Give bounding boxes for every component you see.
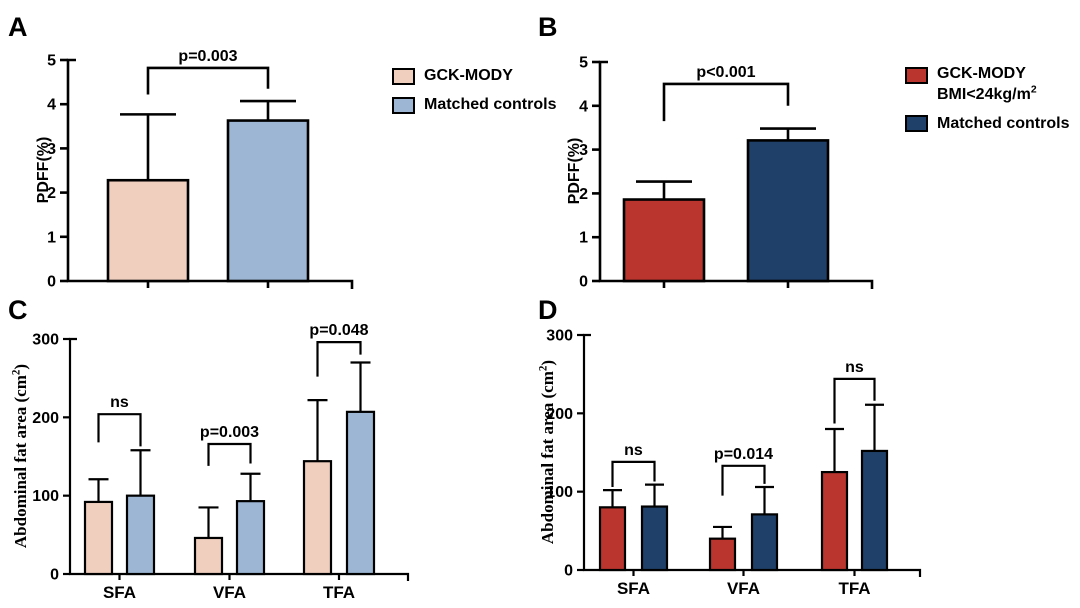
legend-item-gck-mody: GCK-MODY bbox=[392, 66, 556, 87]
chart-text: 0 bbox=[579, 274, 588, 291]
chart-text: SFA bbox=[617, 579, 650, 598]
legend-panel-b: GCK-MODY BMI<24kg/m2 Matched controls bbox=[905, 64, 1069, 134]
legend-label-line1: GCK-MODY bbox=[937, 65, 1026, 82]
bar bbox=[708, 537, 737, 572]
legend-label-matched-controls-b: Matched controls bbox=[937, 114, 1070, 132]
chart-text: 300 bbox=[32, 332, 59, 349]
chart-text: p=0.003 bbox=[178, 48, 237, 65]
bar bbox=[860, 449, 889, 572]
bar bbox=[622, 198, 706, 283]
panel-label-b: B bbox=[538, 12, 558, 42]
legend-swatch-matched-controls-b bbox=[905, 115, 928, 133]
chart-text: ns bbox=[624, 442, 643, 459]
significance-bracket bbox=[833, 377, 876, 424]
panel-label-c: C bbox=[8, 295, 28, 325]
legend-label-gck-mody-bmi: GCK-MODY BMI<24kg/m2 bbox=[937, 64, 1037, 106]
significance-bracket bbox=[611, 460, 656, 487]
bar bbox=[750, 513, 779, 572]
chart-text: p=0.003 bbox=[200, 424, 259, 441]
chart-text: TFA bbox=[323, 583, 355, 602]
chart-text: 0 bbox=[50, 567, 59, 584]
significance-bracket bbox=[97, 413, 142, 447]
legend-swatch-matched-controls bbox=[392, 96, 415, 114]
panel-label-d: D bbox=[538, 295, 558, 325]
bar bbox=[193, 536, 224, 576]
chart-text: 100 bbox=[32, 488, 59, 505]
chart-text: 5 bbox=[47, 53, 56, 70]
chart-text: 1 bbox=[579, 230, 588, 247]
panel-c-y-axis-title: Abdominal fat area (cm2) bbox=[10, 363, 31, 549]
panel-b-chart: 0 1 2 3 4 5 p<0.001 bbox=[579, 55, 874, 291]
legend-panel-a: GCK-MODY Matched controls bbox=[392, 66, 556, 116]
panel-d-y-axis-title-close: ) bbox=[538, 359, 557, 366]
significance-bracket bbox=[146, 66, 270, 95]
bar bbox=[83, 500, 114, 576]
panel-b-y-axis-title: PDFF(%) bbox=[566, 137, 583, 205]
bar bbox=[125, 494, 156, 576]
chart-text: 1 bbox=[47, 229, 56, 246]
chart-text: p=0.048 bbox=[309, 322, 368, 339]
significance-bracket bbox=[207, 442, 252, 466]
chart-text: 0 bbox=[47, 274, 56, 291]
chart-text: ns bbox=[110, 394, 129, 411]
significance-bracket bbox=[316, 341, 362, 377]
panel-d-y-axis-title-superscript: 2 bbox=[537, 365, 550, 372]
legend-item-matched-controls: Matched controls bbox=[392, 95, 556, 116]
significance-bracket bbox=[721, 464, 766, 496]
panel-c-chart: 0 100 200 300 SFA VFA TFA ns p=0.003 p=0.048 bbox=[32, 322, 410, 602]
chart-text: 2 bbox=[579, 186, 588, 203]
bar bbox=[106, 178, 190, 283]
panel-c-y-axis-title-close: ) bbox=[11, 363, 30, 370]
bar bbox=[302, 460, 333, 576]
panel-d-chart: 0 100 200 300 SFA VFA TFA ns p=0.014 ns bbox=[546, 328, 922, 598]
bar bbox=[226, 119, 310, 283]
chart-text: 2 bbox=[47, 185, 56, 202]
chart-text: p=0.014 bbox=[714, 446, 773, 463]
chart-text: SFA bbox=[103, 583, 136, 602]
chart-text: 100 bbox=[546, 484, 573, 501]
chart-text: 200 bbox=[32, 410, 59, 427]
bar bbox=[345, 410, 376, 576]
significance-bracket bbox=[662, 82, 790, 122]
chart-text: p<0.001 bbox=[696, 64, 755, 81]
chart-text: TFA bbox=[838, 579, 870, 598]
legend-label-line2: BMI<24kg/m bbox=[937, 85, 1031, 103]
chart-text: 3 bbox=[47, 141, 56, 158]
legend-label-gck-mody: GCK-MODY bbox=[424, 67, 513, 84]
panel-a-y-axis-title: PDFF(%) bbox=[35, 136, 52, 204]
chart-text: 0 bbox=[564, 563, 573, 580]
legend-swatch-gck-mody bbox=[392, 67, 415, 85]
chart-text: 200 bbox=[546, 406, 573, 423]
legend-swatch-gck-mody-bmi bbox=[905, 67, 928, 84]
panel-c-y-axis-title-text: Abdominal fat area (cm bbox=[11, 375, 30, 549]
chart-text: VFA bbox=[213, 583, 246, 602]
panel-label-a: A bbox=[8, 12, 28, 42]
chart-text: VFA bbox=[727, 579, 760, 598]
bar bbox=[820, 470, 849, 572]
legend-item-matched-controls-b: Matched controls bbox=[905, 114, 1069, 135]
chart-text: ns bbox=[845, 359, 864, 376]
panel-d-y-axis-title: Abdominal fat area (cm2) bbox=[537, 359, 558, 545]
chart-text: 300 bbox=[546, 328, 573, 345]
bar bbox=[598, 506, 627, 572]
panel-a-chart: 0 1 2 3 4 5 p=0.003 bbox=[47, 48, 354, 291]
legend-label-line2-superscript: 2 bbox=[1030, 84, 1037, 96]
legend-item-gck-mody-bmi: GCK-MODY BMI<24kg/m2 bbox=[905, 64, 1069, 106]
chart-text: 4 bbox=[47, 97, 56, 114]
legend-label-matched-controls: Matched controls bbox=[424, 95, 557, 113]
bar bbox=[235, 500, 266, 576]
chart-text: 5 bbox=[579, 55, 588, 72]
chart-text: 4 bbox=[579, 98, 588, 115]
bar bbox=[746, 139, 830, 283]
chart-text: 3 bbox=[579, 142, 588, 159]
panel-d-y-axis-title-text: Abdominal fat area (cm bbox=[538, 371, 557, 545]
bar bbox=[640, 505, 669, 572]
panel-c-y-axis-title-superscript: 2 bbox=[10, 369, 23, 376]
